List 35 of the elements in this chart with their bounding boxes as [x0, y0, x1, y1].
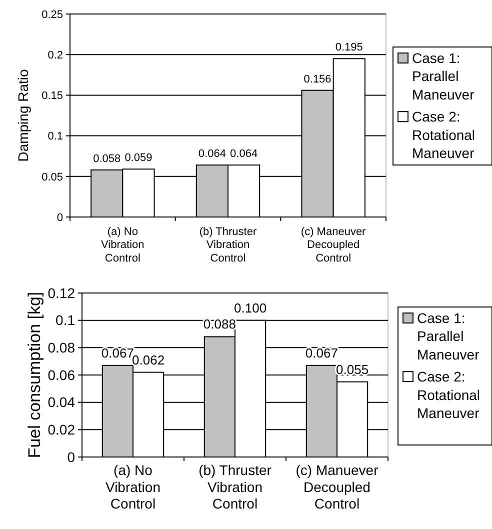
- y-tick-label: 0.08: [48, 340, 76, 356]
- data-label: 0.059: [124, 152, 152, 164]
- data-label: 0.064: [198, 148, 226, 160]
- legend-label: Case 2: Rotational Maneuver: [412, 108, 476, 161]
- x-tick-label: (c) Maneuver Decoupled Control: [300, 226, 366, 264]
- y-axis-title: Damping Ratio: [15, 68, 31, 162]
- data-label: 0.100: [234, 300, 267, 316]
- y-tick-label: 0.04: [48, 394, 76, 410]
- y-tick-label: 0.06: [48, 366, 76, 383]
- data-label: 0.067: [305, 345, 338, 360]
- y-tick-label: 0.25: [42, 8, 63, 21]
- y-tick-label: 0.2: [48, 49, 63, 62]
- y-tick-label: 0.1: [48, 130, 63, 143]
- x-tick-label: (c) Manuever Decoupled Control: [296, 462, 379, 512]
- y-tick-label: 0.12: [48, 284, 76, 301]
- y-axis-title: Fuel consumption [kg]: [25, 292, 44, 458]
- data-label: 0.067: [101, 345, 134, 360]
- data-label: 0.062: [132, 352, 165, 368]
- x-tick-label: (b) Thruster Vibration Control: [198, 462, 272, 512]
- data-label: 0.156: [304, 73, 332, 86]
- x-tick-label: (a) No Vibration Control: [101, 226, 144, 264]
- y-tick-label: 0.15: [42, 90, 63, 102]
- legend-label: Case 1: Parallel Maneuver: [412, 50, 475, 102]
- data-label: 0.058: [93, 152, 121, 165]
- data-label: 0.064: [230, 148, 258, 160]
- y-tick-label: 0.05: [42, 171, 63, 184]
- x-tick-label: (b) Thruster Vibration Control: [199, 226, 257, 264]
- legend-label: Case 1: Parallel Maneuver: [417, 310, 480, 362]
- y-tick-label: 0: [56, 212, 63, 224]
- legend-label: Case 2: Rotational Maneuver: [417, 368, 480, 421]
- y-tick-label: 0.1: [56, 312, 76, 328]
- y-tick-label: 0: [67, 448, 76, 465]
- x-tick-label: (a) No Vibration Control: [105, 462, 161, 512]
- data-label: 0.195: [335, 42, 363, 54]
- y-tick-label: 0.02: [48, 422, 76, 438]
